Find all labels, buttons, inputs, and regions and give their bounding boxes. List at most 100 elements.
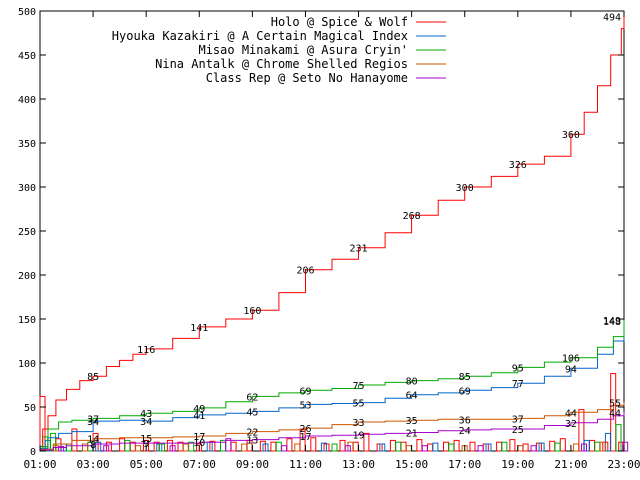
bar-series-0 xyxy=(522,443,529,452)
x-tick-label: 13:00 xyxy=(342,458,375,471)
data-label: 85 xyxy=(87,372,99,383)
x-tick-label: 05:00 xyxy=(130,458,163,471)
bar-series-0 xyxy=(119,438,126,452)
data-label: 14 xyxy=(87,435,99,446)
data-label: 75 xyxy=(352,381,364,392)
bar-series-4 xyxy=(622,441,629,452)
data-label: 10 xyxy=(193,438,205,449)
data-label: 106 xyxy=(562,354,580,365)
bar-series-2 xyxy=(501,441,508,452)
bar-series-3 xyxy=(517,445,524,452)
bar-series-2 xyxy=(594,441,601,452)
data-label: 116 xyxy=(137,345,155,356)
data-label: 33 xyxy=(352,418,364,429)
data-label: 41 xyxy=(193,411,205,422)
data-label: 19 xyxy=(352,430,364,441)
data-label: 77 xyxy=(512,379,524,390)
bar-series-0 xyxy=(496,441,503,452)
bar-series-3 xyxy=(405,445,412,452)
bar-series-0 xyxy=(230,441,237,452)
data-label: 25 xyxy=(512,425,524,436)
data-label: 231 xyxy=(349,244,367,255)
data-label: 17 xyxy=(299,432,311,443)
data-label: 13 xyxy=(246,436,258,447)
bar-series-0 xyxy=(310,437,317,452)
bar-series-0 xyxy=(589,439,595,452)
y-tick-label: 100 xyxy=(18,359,36,370)
bar-series-0 xyxy=(559,438,566,452)
bar-series-4 xyxy=(344,445,351,452)
data-label: 43 xyxy=(140,409,152,420)
bar-series-2 xyxy=(66,443,72,452)
x-tick-label: 01:00 xyxy=(23,458,56,471)
data-label: 44 xyxy=(565,408,577,419)
bars-layer xyxy=(39,373,629,452)
legend-label: Holo @ Spice & Wolf xyxy=(271,15,408,29)
data-label: 17 xyxy=(193,432,205,443)
data-label: 35 xyxy=(406,416,418,427)
data-label: 64 xyxy=(406,391,418,402)
data-label: 80 xyxy=(406,377,418,388)
x-tick-label: 15:00 xyxy=(395,458,428,471)
bar-series-1 xyxy=(379,443,386,452)
bar-series-2 xyxy=(159,443,165,452)
data-label: 94 xyxy=(565,364,577,375)
bar-series-4 xyxy=(477,445,484,452)
data-label: 160 xyxy=(243,306,261,317)
bar-series-2 xyxy=(395,441,402,452)
bar-series-1 xyxy=(538,442,545,452)
series-line-2 xyxy=(40,319,625,448)
x-tick-label: 19:00 xyxy=(501,458,534,471)
data-label: 49 xyxy=(193,404,205,415)
data-label: 53 xyxy=(299,400,311,411)
y-tick-label: 400 xyxy=(18,95,36,106)
data-label: 69 xyxy=(459,386,471,397)
y-tick-label: 500 xyxy=(18,7,36,18)
series-line-3 xyxy=(40,402,625,450)
bar-series-0 xyxy=(363,432,370,452)
x-tick-label: 23:00 xyxy=(607,458,640,471)
bar-series-1 xyxy=(262,443,269,452)
bar-series-3 xyxy=(182,443,189,452)
y-tick-label: 150 xyxy=(18,315,36,326)
bar-series-2 xyxy=(448,443,455,452)
data-label: 62 xyxy=(246,392,258,403)
data-label: 24 xyxy=(459,426,471,437)
bar-series-3 xyxy=(573,443,580,452)
bar-series-4 xyxy=(281,445,288,452)
y-tick-label: 300 xyxy=(18,183,36,194)
bar-series-0 xyxy=(299,428,306,452)
data-label: 149 xyxy=(603,316,621,327)
series-line-4 xyxy=(40,412,625,451)
data-label: 26 xyxy=(299,424,311,435)
bar-series-0 xyxy=(352,441,359,452)
bar-series-0 xyxy=(270,441,277,452)
bar-series-4 xyxy=(581,443,587,452)
bar-series-3 xyxy=(599,441,606,452)
bar-series-0 xyxy=(610,373,617,452)
data-label: 45 xyxy=(246,407,258,418)
axes-layer: 0 50 100 150 200 250 300 350 400 450 500 01:00 03:00… xyxy=(18,7,640,471)
data-label: 360 xyxy=(562,130,580,141)
data-label: 148 xyxy=(603,317,621,328)
data-label: 34 xyxy=(140,417,152,428)
data-label: 15 xyxy=(140,434,152,445)
data-label: 22 xyxy=(246,428,258,439)
data-label: 37 xyxy=(87,414,99,425)
x-tick-label: 11:00 xyxy=(289,458,322,471)
y-tick-label: 50 xyxy=(24,403,36,414)
y-tick-label: 0 xyxy=(30,447,36,458)
y-tick-label: 450 xyxy=(18,51,36,62)
data-label: 95 xyxy=(512,363,524,374)
x-tick-label: 17:00 xyxy=(448,458,481,471)
bar-series-1 xyxy=(485,443,492,452)
bar-series-2 xyxy=(124,439,131,452)
data-label: 55 xyxy=(609,399,621,410)
legend-label: Misao Minakami @ Asura Cryin' xyxy=(198,43,408,57)
bar-series-0 xyxy=(453,439,460,452)
y-tick-label: 200 xyxy=(18,271,36,282)
data-label: 36 xyxy=(459,415,471,426)
bar-series-2 xyxy=(275,441,282,452)
bar-series-4 xyxy=(421,445,428,452)
data-label: 9 xyxy=(143,439,149,450)
